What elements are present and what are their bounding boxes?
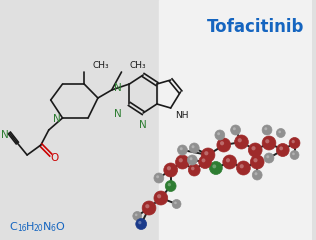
Circle shape	[202, 158, 205, 162]
Circle shape	[164, 163, 178, 177]
Circle shape	[188, 164, 200, 176]
Circle shape	[142, 201, 156, 215]
Text: N: N	[53, 114, 60, 124]
Circle shape	[289, 138, 300, 149]
Circle shape	[210, 162, 222, 174]
Circle shape	[250, 155, 264, 169]
Text: N: N	[1, 130, 9, 140]
Circle shape	[199, 156, 211, 168]
Circle shape	[154, 173, 164, 183]
Text: 20: 20	[34, 224, 44, 233]
Text: O: O	[56, 222, 64, 232]
Circle shape	[191, 145, 195, 148]
Circle shape	[167, 166, 171, 170]
Circle shape	[201, 148, 215, 162]
Circle shape	[204, 151, 208, 155]
Circle shape	[156, 175, 159, 178]
Circle shape	[135, 214, 137, 216]
Text: NH: NH	[175, 112, 188, 120]
Polygon shape	[159, 0, 312, 240]
Circle shape	[262, 125, 272, 135]
Circle shape	[266, 155, 269, 158]
Circle shape	[136, 218, 147, 229]
Circle shape	[187, 155, 197, 165]
Circle shape	[231, 125, 240, 135]
Text: N: N	[139, 120, 147, 130]
Text: N: N	[114, 109, 121, 119]
Circle shape	[279, 146, 283, 150]
Circle shape	[179, 158, 183, 162]
Circle shape	[237, 161, 250, 175]
Circle shape	[180, 147, 183, 150]
Text: O: O	[51, 153, 59, 163]
Text: CH₃: CH₃	[92, 61, 109, 71]
Circle shape	[292, 153, 295, 155]
Circle shape	[264, 127, 267, 130]
Circle shape	[174, 202, 177, 204]
Circle shape	[176, 155, 189, 169]
Circle shape	[189, 143, 199, 153]
Circle shape	[215, 130, 225, 140]
Circle shape	[248, 143, 262, 157]
Circle shape	[145, 204, 149, 208]
Circle shape	[240, 164, 244, 168]
Circle shape	[168, 183, 171, 186]
Circle shape	[172, 199, 181, 209]
Text: 16: 16	[17, 224, 27, 233]
Circle shape	[138, 221, 142, 224]
Circle shape	[212, 164, 216, 168]
Circle shape	[278, 131, 281, 133]
Circle shape	[234, 135, 248, 149]
Circle shape	[254, 172, 258, 175]
Text: CH₃: CH₃	[129, 61, 146, 71]
Text: Tofacitinib: Tofacitinib	[207, 18, 304, 36]
Circle shape	[217, 132, 220, 135]
Circle shape	[252, 146, 256, 150]
Circle shape	[154, 191, 168, 205]
Circle shape	[276, 128, 285, 138]
Circle shape	[265, 139, 269, 143]
Circle shape	[217, 138, 231, 152]
Circle shape	[223, 155, 237, 169]
Circle shape	[133, 211, 142, 221]
Circle shape	[220, 141, 224, 145]
Circle shape	[190, 157, 192, 160]
Circle shape	[233, 127, 236, 130]
Text: N: N	[43, 222, 51, 232]
Circle shape	[290, 150, 299, 160]
Text: H: H	[26, 222, 34, 232]
Circle shape	[292, 140, 295, 143]
Circle shape	[226, 158, 230, 162]
Circle shape	[191, 167, 195, 170]
Circle shape	[178, 145, 187, 155]
Circle shape	[238, 138, 242, 142]
Circle shape	[165, 180, 176, 192]
Text: N: N	[114, 83, 121, 93]
Circle shape	[253, 158, 258, 162]
Circle shape	[276, 144, 289, 156]
Text: C: C	[9, 222, 17, 232]
Circle shape	[264, 153, 274, 163]
Circle shape	[157, 194, 161, 198]
Circle shape	[262, 136, 276, 150]
Text: 6: 6	[51, 224, 56, 233]
Circle shape	[252, 170, 262, 180]
